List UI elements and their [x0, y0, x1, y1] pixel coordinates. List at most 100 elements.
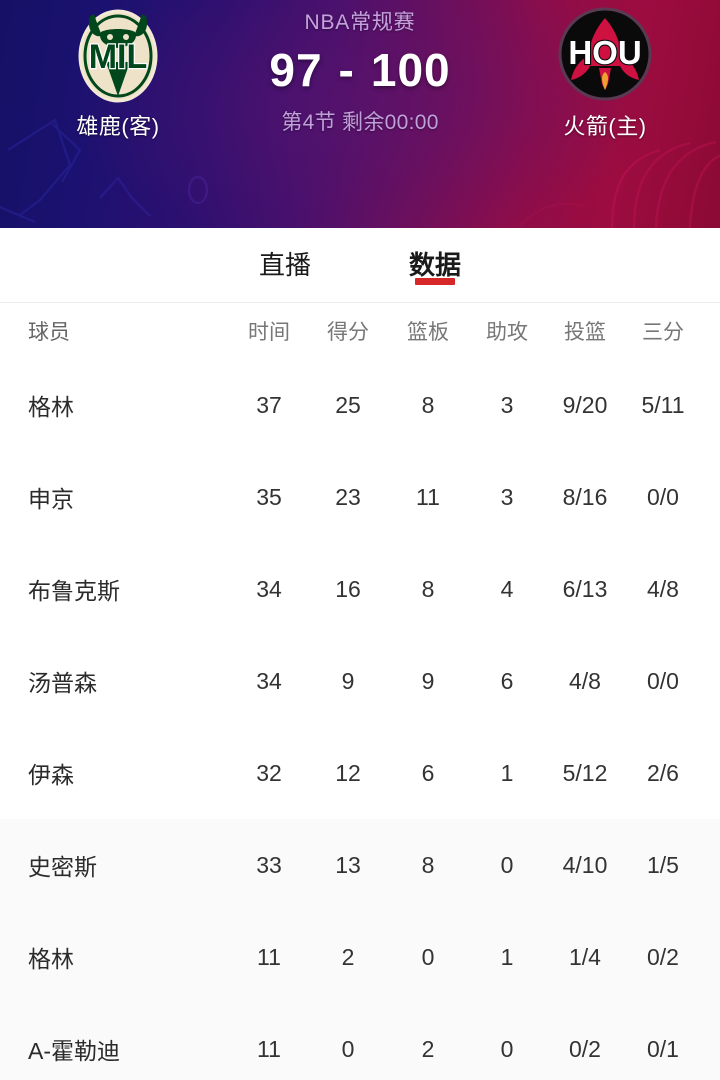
cell-fieldgoals: 9/20: [562, 391, 608, 418]
cell-threes: 2/6: [647, 759, 679, 786]
cell-threes: 0/2: [647, 943, 679, 970]
cell-freethrows: 0: [702, 1036, 720, 1063]
table-row[interactable]: 伊森 32 12 6 1 5/12 2/6 0: [0, 727, 720, 819]
cell-minutes: 11: [257, 1035, 281, 1062]
cell-assists: 3: [500, 483, 514, 510]
cell-assists: 0: [500, 851, 514, 878]
cell-freethrows: 0: [702, 944, 720, 971]
cell-assists: 1: [500, 759, 514, 786]
cell-threes: 0/0: [647, 667, 679, 694]
cell-assists: 1: [500, 943, 514, 970]
table-row[interactable]: 格林 11 2 0 1 1/4 0/2 0: [0, 911, 720, 1003]
cell-rebounds: 11: [416, 483, 440, 510]
cell-minutes: 33: [256, 851, 282, 878]
home-team: HOU 火箭(主): [510, 4, 700, 141]
cell-player-name: 格林: [28, 394, 74, 420]
col-header-minutes: 时间: [248, 321, 290, 344]
table-row[interactable]: 格林 37 25 8 3 9/20 5/11 2: [0, 359, 720, 451]
col-header-player: 球员: [28, 321, 70, 344]
cell-points: 9: [341, 667, 355, 694]
table-header-row: 球员 时间 得分 篮板 助攻 投篮 三分 罚: [0, 303, 720, 359]
cell-fieldgoals: 4/10: [562, 851, 608, 878]
scoreboard-header: MIL 雄鹿(客) NBA常规赛 97 - 100 第4节 剩余00:00: [0, 0, 720, 228]
cell-minutes: 37: [256, 391, 282, 418]
tab-live[interactable]: 直播: [210, 228, 360, 282]
cell-points: 16: [335, 575, 361, 602]
cell-points: 2: [341, 943, 355, 970]
cell-freethrows: 7: [702, 484, 720, 511]
cell-points: 25: [335, 391, 361, 418]
cell-minutes: 11: [257, 943, 281, 970]
cell-player-name: 格林: [28, 946, 74, 972]
col-header-assists: 助攻: [486, 321, 528, 344]
table-row[interactable]: 申京 35 23 11 3 8/16 0/0 7: [0, 451, 720, 543]
tab-stats-label: 数据: [408, 250, 461, 280]
away-score: 97: [269, 44, 323, 96]
cell-rebounds: 8: [421, 575, 435, 602]
away-team-name: 雄鹿(客): [76, 114, 160, 139]
svg-text:MIL: MIL: [89, 38, 148, 76]
rockets-logo: HOU: [558, 7, 652, 101]
col-header-threes: 三分: [642, 321, 684, 344]
cell-threes: 5/11: [641, 391, 685, 418]
bucks-logo: MIL: [78, 9, 158, 103]
game-period-clock: 第4节 剩余00:00: [281, 111, 439, 135]
table-row[interactable]: 史密斯 33 13 8 0 4/10 1/5 4: [0, 819, 720, 911]
cell-fieldgoals: 8/16: [562, 483, 608, 510]
col-header-points: 得分: [327, 321, 369, 344]
cell-freethrows: 2: [702, 392, 720, 419]
table-row[interactable]: 布鲁克斯 34 16 8 4 6/13 4/8 0: [0, 543, 720, 635]
cell-freethrows: 1: [702, 668, 720, 695]
cell-threes: 4/8: [647, 575, 679, 602]
cell-points: 13: [335, 851, 361, 878]
table-row[interactable]: 汤普森 34 9 9 6 4/8 0/0 1: [0, 635, 720, 727]
cell-fieldgoals: 0/2: [569, 1035, 601, 1062]
cell-player-name: 史密斯: [28, 854, 97, 880]
tab-stats[interactable]: 数据: [360, 228, 510, 285]
score-line: 97 - 100: [190, 44, 530, 96]
tab-live-label: 直播: [258, 250, 311, 280]
tab-stats-underline: [415, 278, 455, 285]
cell-fieldgoals: 6/13: [562, 575, 608, 602]
cell-rebounds: 8: [421, 391, 435, 418]
cell-minutes: 35: [256, 483, 282, 510]
score-block: NBA常规赛 97 - 100 第4节 剩余00:00: [190, 6, 530, 136]
table-row[interactable]: A-霍勒迪 11 0 2 0 0/2 0/1 0: [0, 1003, 720, 1080]
away-team: MIL 雄鹿(客): [23, 4, 213, 141]
col-header-freethrows: 罚: [702, 316, 720, 346]
cell-rebounds: 2: [421, 1035, 435, 1062]
cell-points: 0: [341, 1035, 355, 1062]
cell-rebounds: 9: [421, 667, 435, 694]
svg-text:HOU: HOU: [568, 34, 641, 71]
cell-rebounds: 0: [421, 943, 435, 970]
cell-fieldgoals: 4/8: [569, 667, 601, 694]
cell-freethrows: 0: [702, 576, 720, 603]
cell-player-name: 汤普森: [28, 670, 97, 696]
home-team-name: 火箭(主): [563, 114, 647, 139]
cell-assists: 3: [500, 391, 514, 418]
score-separator: -: [338, 44, 355, 96]
cell-freethrows: 4: [702, 852, 720, 879]
home-score: 100: [370, 44, 451, 96]
cell-points: 12: [335, 759, 361, 786]
cell-player-name: 伊森: [28, 762, 74, 788]
cell-threes: 1/5: [647, 851, 679, 878]
cell-minutes: 32: [256, 759, 282, 786]
cell-assists: 0: [500, 1035, 514, 1062]
cell-fieldgoals: 1/4: [569, 943, 601, 970]
table-body: 格林3725839/205/112申京35231138/160/07布鲁克斯34…: [0, 359, 720, 1080]
tab-bar: 直播 数据: [0, 228, 720, 303]
league-label: NBA常规赛: [304, 11, 416, 34]
cell-rebounds: 8: [421, 851, 435, 878]
col-header-rebounds: 篮板: [407, 321, 449, 344]
cell-assists: 6: [500, 667, 514, 694]
cell-player-name: 布鲁克斯: [28, 578, 120, 604]
cell-assists: 4: [500, 575, 514, 602]
cell-threes: 0/0: [647, 483, 679, 510]
cell-points: 23: [335, 483, 361, 510]
cell-fieldgoals: 5/12: [562, 759, 608, 786]
boxscore-table: 球员 时间 得分 篮板 助攻 投篮 三分 罚 格林3725839/205/112…: [0, 303, 720, 1080]
cell-player-name: A-霍勒迪: [28, 1038, 120, 1064]
cell-threes: 0/1: [647, 1035, 679, 1062]
cell-rebounds: 6: [421, 759, 435, 786]
